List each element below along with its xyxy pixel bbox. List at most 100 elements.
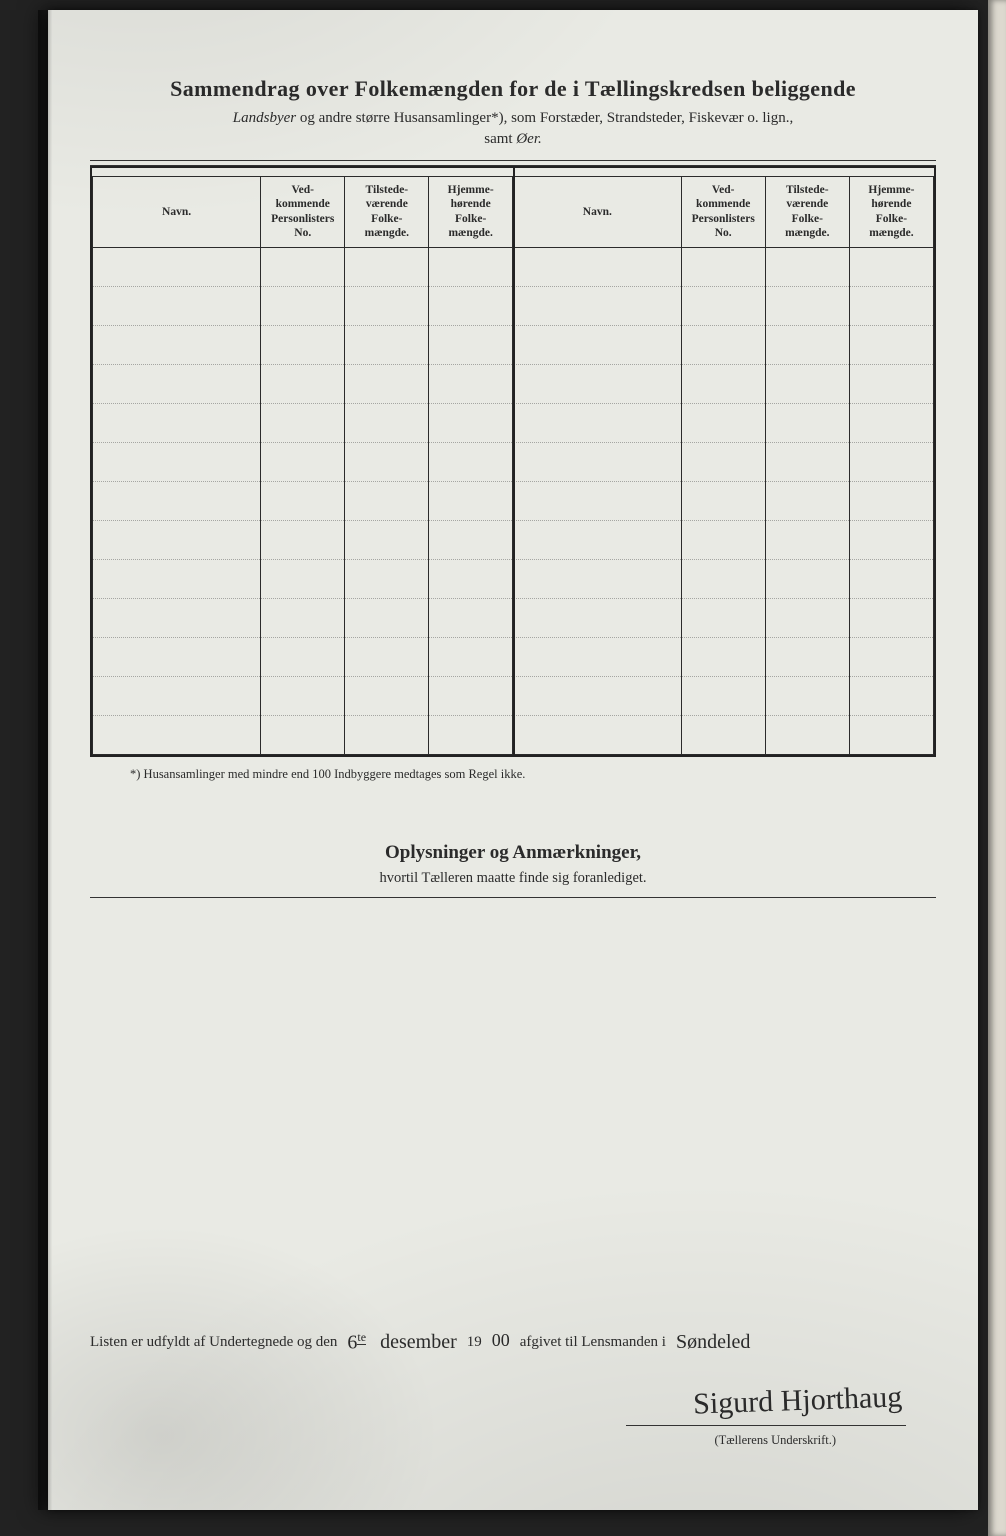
table-cell <box>345 676 429 715</box>
signature-block: Sigurd Hjorthaug (Tællerens Underskrift.… <box>90 1380 936 1448</box>
handwritten-year: 00 <box>488 1330 514 1351</box>
table-cell <box>429 325 513 364</box>
table-cell <box>681 247 765 286</box>
table-cell <box>513 403 681 442</box>
table-cell <box>849 481 933 520</box>
table-cell <box>261 715 345 754</box>
table-cell <box>429 442 513 481</box>
census-table-frame: Navn. Ved- kommende Personlisters No. Ti… <box>90 166 936 757</box>
handwritten-signature: Sigurd Hjorthaug <box>688 1380 906 1422</box>
rule-remarks <box>90 897 936 898</box>
remarks-subtitle: hvortil Tælleren maatte finde sig foranl… <box>90 870 936 887</box>
table-cell <box>513 598 681 637</box>
table-cell <box>765 715 849 754</box>
table-cell <box>345 247 429 286</box>
table-cell <box>261 286 345 325</box>
document-page: Sammendrag over Folkemængden for de i Tæ… <box>48 10 978 1510</box>
table-cell <box>93 325 261 364</box>
table-cell <box>513 286 681 325</box>
table-cell <box>765 559 849 598</box>
rule-top-1 <box>90 160 936 161</box>
table-cell <box>345 481 429 520</box>
table-cell <box>765 520 849 559</box>
table-cell <box>345 520 429 559</box>
table-cell <box>429 520 513 559</box>
subtitle-line-2: samt Øer. <box>90 131 936 148</box>
table-cell <box>765 598 849 637</box>
table-cell <box>429 247 513 286</box>
table-cell <box>765 637 849 676</box>
table-cell <box>849 442 933 481</box>
table-cell <box>849 286 933 325</box>
table-cell <box>513 676 681 715</box>
year-prefix: 19 <box>467 1334 482 1351</box>
table-cell <box>681 520 765 559</box>
table-row <box>93 403 934 442</box>
table-row <box>93 247 934 286</box>
table-cell <box>681 325 765 364</box>
table-cell <box>513 715 681 754</box>
table-cell <box>765 481 849 520</box>
table-cell <box>681 442 765 481</box>
table-cell <box>429 559 513 598</box>
table-cell <box>345 559 429 598</box>
table-cell <box>765 325 849 364</box>
col-navn-left: Navn. <box>93 177 261 248</box>
table-cell <box>513 637 681 676</box>
table-cell <box>429 481 513 520</box>
table-cell <box>93 559 261 598</box>
table-cell <box>681 403 765 442</box>
table-cell <box>261 403 345 442</box>
subtitle2-prefix: samt <box>484 131 516 147</box>
table-cell <box>513 325 681 364</box>
table-cell <box>513 442 681 481</box>
table-footnote: *) Husansamlinger med mindre end 100 Ind… <box>130 767 936 782</box>
table-cell <box>513 559 681 598</box>
table-cell <box>429 364 513 403</box>
table-row <box>93 364 934 403</box>
subtitle2-em: Øer. <box>516 131 541 147</box>
table-cell <box>849 715 933 754</box>
table-cell <box>765 403 849 442</box>
signature-caption: (Tællerens Underskrift.) <box>90 1433 906 1448</box>
table-cell <box>345 286 429 325</box>
table-cell <box>765 286 849 325</box>
table-cell <box>93 286 261 325</box>
col-tilstede-right: Tilstede- værende Folke- mængde. <box>765 177 849 248</box>
scan-frame: Sammendrag over Folkemængden for de i Tæ… <box>0 0 1006 1536</box>
remarks-title: Oplysninger og Anmærkninger, <box>90 842 936 864</box>
table-cell <box>681 676 765 715</box>
table-cell <box>345 442 429 481</box>
table-cell <box>429 676 513 715</box>
table-cell <box>513 520 681 559</box>
table-cell <box>849 559 933 598</box>
table-cell <box>765 247 849 286</box>
table-cell <box>849 520 933 559</box>
table-cell <box>849 637 933 676</box>
table-cell <box>93 364 261 403</box>
table-row <box>93 676 934 715</box>
table-row <box>93 325 934 364</box>
table-cell <box>261 442 345 481</box>
table-cell <box>849 247 933 286</box>
table-cell <box>681 598 765 637</box>
subtitle-line-1: Landsbyer og andre større Husansamlinger… <box>90 110 936 127</box>
handwritten-place: Søndeled <box>672 1331 754 1354</box>
table-row <box>93 715 934 754</box>
table-row <box>93 559 934 598</box>
census-table: Navn. Ved- kommende Personlisters No. Ti… <box>92 176 934 755</box>
table-cell <box>93 637 261 676</box>
table-cell <box>849 676 933 715</box>
table-cell <box>345 364 429 403</box>
table-cell <box>429 715 513 754</box>
table-row <box>93 481 934 520</box>
signature-rule <box>626 1425 906 1426</box>
table-row <box>93 598 934 637</box>
col-tilstede-left: Tilstede- værende Folke- mængde. <box>345 177 429 248</box>
table-cell <box>849 598 933 637</box>
table-cell <box>93 715 261 754</box>
table-cell <box>93 676 261 715</box>
table-row <box>93 286 934 325</box>
table-row <box>93 442 934 481</box>
table-cell <box>261 247 345 286</box>
